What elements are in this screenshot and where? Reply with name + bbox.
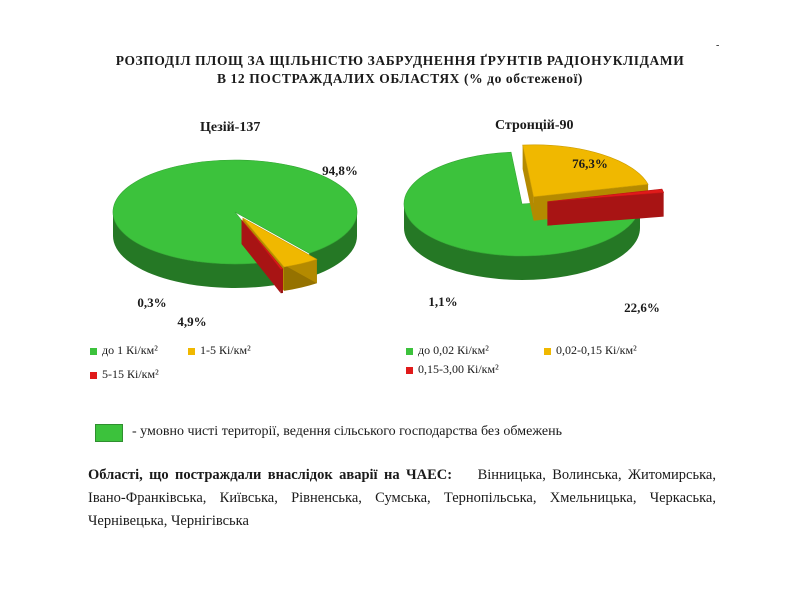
pie-slice	[242, 217, 318, 268]
pie-slice-side	[404, 204, 640, 280]
legend-label: 0,02-0,15 Кі/км²	[556, 343, 637, 357]
page-title: РОЗПОДІЛ ПЛОЩ ЗА ЩІЛЬНІСТЮ ЗАБРУДНЕННЯ Ґ…	[80, 52, 720, 88]
title-line-2: В 12 ПОСТРАЖДАЛИХ ОБЛАСТЯХ (% до обстеже…	[216, 71, 584, 86]
chart-2-title: Стронцій-90	[495, 118, 574, 133]
regions-label: Області, що постраждали внаслідок аварії…	[88, 467, 453, 483]
pie-value-label: 1,1%	[428, 294, 457, 309]
regions-paragraph: Області, що постраждали внаслідок аварії…	[88, 464, 716, 533]
pie-slice	[403, 151, 641, 257]
title-line-1: РОЗПОДІЛ ПЛОЩ ЗА ЩІЛЬНІСТЮ ЗАБРУДНЕННЯ Ґ…	[115, 53, 685, 68]
pie-value-label: 4,9%	[177, 314, 206, 329]
legend-label: 0,15-3,00 Кі/км²	[418, 362, 499, 376]
regions-list: Вінницька, Волинська, Житомирська, Івано…	[88, 467, 716, 529]
pie-value-label: 76,3%	[572, 156, 608, 171]
pie-value-label: 94,8%	[322, 163, 358, 178]
note-text: - умовно чисті території, ведення сільсь…	[132, 424, 562, 439]
pie-slice-side	[113, 212, 275, 288]
pie-value-label: 22,6%	[624, 300, 660, 315]
pie-value-label: 0,3%	[137, 295, 166, 310]
pie-slice	[547, 188, 665, 202]
legend-label: до 1 Кі/км²	[102, 343, 158, 357]
pie-slice-side	[309, 212, 357, 278]
legend-item: 5-15 Кі/км²	[90, 367, 159, 382]
note-swatch	[95, 424, 123, 442]
corner-mark: -	[716, 40, 720, 51]
pie-slice	[112, 159, 358, 265]
legend-label: 5-15 Кі/км²	[102, 367, 159, 381]
legend-label: 1-5 Кі/км²	[200, 343, 251, 357]
pie-slice-face	[547, 192, 664, 226]
legend-swatch	[188, 347, 195, 355]
pie-slice-face	[522, 145, 534, 221]
pie-slice	[241, 219, 284, 270]
legend-swatch	[406, 347, 413, 355]
legend-item: 1-5 Кі/км²	[188, 343, 251, 358]
legend-swatch	[544, 347, 551, 355]
legend-item: 0,02-0,15 Кі/км²	[544, 343, 637, 358]
legend-item: 0,15-3,00 Кі/км²	[406, 362, 499, 377]
legend-swatch	[90, 347, 97, 355]
legend-item: до 1 Кі/км²	[90, 343, 158, 358]
legend-item: до 0,02 Кі/км²	[406, 343, 489, 358]
legend-label: до 0,02 Кі/км²	[418, 343, 489, 357]
legend-swatch	[90, 371, 97, 379]
pie-slice	[522, 144, 649, 198]
chart-1-title: Цезій-137	[200, 120, 261, 135]
pie-slice-face	[241, 220, 281, 294]
legend-swatch	[406, 366, 413, 374]
